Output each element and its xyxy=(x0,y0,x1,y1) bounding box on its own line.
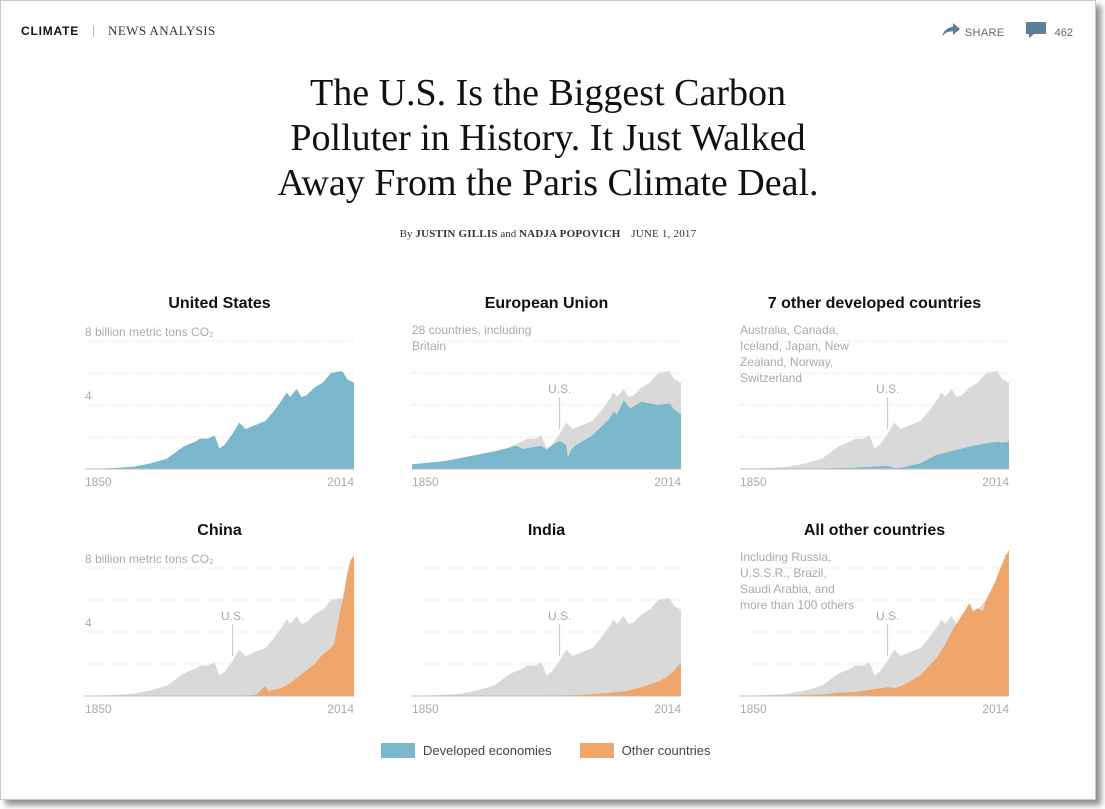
x-tick-label-start: 1850 xyxy=(740,475,767,489)
y-axis-label: 8 billion metric tons CO₂ xyxy=(85,325,214,339)
area-china xyxy=(85,555,354,696)
headline-line-2: Polluter in History. It Just Walked xyxy=(290,117,806,159)
legend-swatch-other xyxy=(579,743,614,758)
chart-description-line: Saudi Arabia, and xyxy=(740,582,835,596)
section-label[interactable]: CLIMATE xyxy=(21,24,80,38)
chart-title: All other countries xyxy=(804,522,945,539)
y-tick-label: 4 xyxy=(85,616,92,630)
author-gillis[interactable]: JUSTIN GILLIS xyxy=(415,228,498,240)
legend: Developed economies Other countries xyxy=(381,743,739,758)
us-reference-label: U.S. xyxy=(221,609,244,623)
us-reference-label: U.S. xyxy=(548,609,571,623)
comment-count: 462 xyxy=(1054,26,1073,39)
headline: The U.S. Is the Biggest Carbon Polluter … xyxy=(161,71,935,206)
y-axis-label: 8 billion metric tons CO₂ xyxy=(85,552,214,566)
x-tick-label-start: 1850 xyxy=(85,475,112,489)
area-india xyxy=(412,662,681,696)
legend-label-other: Other countries xyxy=(621,743,711,758)
chart-united-states: United States 8 billion metric tons CO₂ 4 1… xyxy=(85,295,354,489)
comments-button[interactable]: 462 xyxy=(1025,21,1073,44)
chart-7-other-developed-countries: 7 other developed countries Australia, Ca… xyxy=(740,295,1009,489)
chart-title: China xyxy=(197,522,242,539)
area-u-s-reference xyxy=(740,371,1009,469)
byline-by: By xyxy=(399,228,413,240)
publish-date: JUNE 1, 2017 xyxy=(631,228,697,240)
area-all-other-countries xyxy=(740,550,1009,696)
legend-swatch-developed xyxy=(381,743,415,758)
chart-title: India xyxy=(528,522,565,539)
share-label: SHARE xyxy=(964,26,1005,39)
x-tick-label-start: 1850 xyxy=(740,702,767,716)
chart-title: 7 other developed countries xyxy=(768,295,981,312)
byline-and: and xyxy=(500,228,517,240)
area-u-s-reference xyxy=(85,598,354,696)
x-tick-label-start: 1850 xyxy=(412,475,439,489)
chart-description-line: Including Russia, xyxy=(740,550,831,564)
area-united-states xyxy=(85,371,354,469)
author-popovich[interactable]: NADJA POPOVICH xyxy=(519,228,621,240)
x-tick-label-end: 2014 xyxy=(327,475,354,489)
subsection-label: NEWS ANALYSIS xyxy=(108,23,216,38)
chart-description-line: Zealand, Norway, xyxy=(740,355,833,369)
section-header: CLIMATE NEWS ANALYSIS xyxy=(21,23,216,39)
headline-line-3: Away From the Paris Climate Deal. xyxy=(277,162,819,204)
area-7-other-developed-countries xyxy=(740,441,1009,469)
chart-description-line: U.S.S.R., Brazil, xyxy=(740,566,827,580)
byline: By JUSTIN GILLIS and NADJA POPOVICH JUNE… xyxy=(1,228,1095,240)
comment-icon xyxy=(1025,21,1047,44)
area-european-union xyxy=(412,400,681,469)
chart-description-line: Britain xyxy=(412,339,446,353)
x-tick-label-end: 2014 xyxy=(654,475,681,489)
us-reference-label: U.S. xyxy=(876,382,899,396)
chart-all-other-countries: All other countries Including Russia, U.S.… xyxy=(740,522,1009,716)
chart-description-line: more than 100 others xyxy=(740,598,854,612)
area-u-s-reference xyxy=(412,598,681,696)
x-tick-label-end: 2014 xyxy=(982,475,1009,489)
x-tick-label-end: 2014 xyxy=(982,702,1009,716)
headline-line-1: The U.S. Is the Biggest Carbon xyxy=(309,72,786,114)
chart-description-line: Australia, Canada, xyxy=(740,323,839,337)
small-multiples-charts: United States 8 billion metric tons CO₂ 4 1… xyxy=(85,295,1009,716)
article-tools: SHARE 462 xyxy=(941,21,1073,44)
legend-item-developed: Developed economies xyxy=(381,743,552,758)
x-tick-label-end: 2014 xyxy=(654,702,681,716)
x-tick-label-end: 2014 xyxy=(327,702,354,716)
x-tick-label-start: 1850 xyxy=(412,702,439,716)
chart-title: European Union xyxy=(485,295,609,312)
chart-description-line: Switzerland xyxy=(740,371,802,385)
chart-european-union: European Union 28 countries, including Bri… xyxy=(412,295,681,489)
legend-item-other: Other countries xyxy=(579,743,711,758)
chart-china: China 8 billion metric tons CO₂ 4 U.S. 1850 2… xyxy=(85,522,354,716)
legend-label-developed: Developed economies xyxy=(423,743,552,758)
us-reference-label: U.S. xyxy=(876,609,899,623)
us-reference-label: U.S. xyxy=(548,382,571,396)
chart-description-line: Iceland, Japan, New xyxy=(740,339,849,353)
chart-india: India U.S. 1850 2014 xyxy=(412,522,681,716)
share-button[interactable]: SHARE xyxy=(941,22,1005,43)
header-divider xyxy=(93,25,95,37)
chart-title: United States xyxy=(168,295,270,312)
y-tick-label: 4 xyxy=(85,389,92,403)
x-tick-label-start: 1850 xyxy=(85,702,112,716)
share-arrow-icon xyxy=(941,22,961,43)
chart-description-line: 28 countries, including xyxy=(412,323,531,337)
